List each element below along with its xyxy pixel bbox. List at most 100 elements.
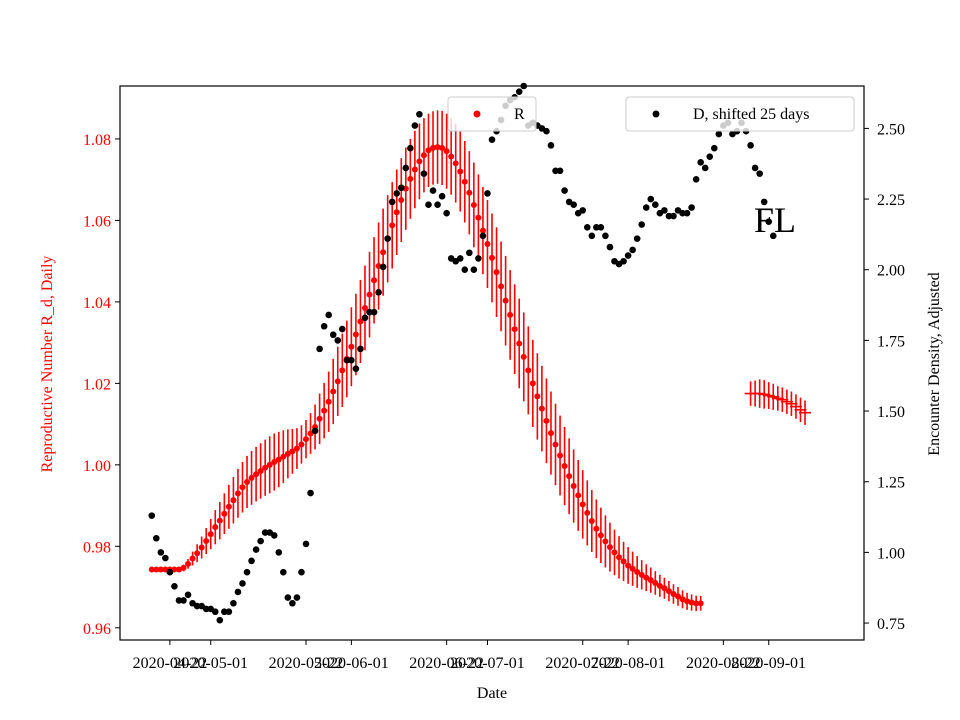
r-series-point (380, 249, 387, 256)
y-left-tick-label: 1.08 (83, 132, 111, 149)
d-series-point (470, 266, 478, 274)
r-series-point (511, 326, 518, 333)
r-series-point (357, 318, 364, 325)
r-series-point (566, 473, 573, 480)
r-series-point (498, 283, 505, 290)
d-series-point (475, 255, 482, 262)
d-series-point (747, 142, 754, 149)
d-series-point (298, 568, 305, 576)
r-series-point (557, 452, 564, 459)
d-series-point (157, 549, 165, 556)
d-series-point (343, 356, 351, 364)
r-series-point (661, 585, 668, 592)
d-series-point (692, 175, 700, 183)
d-series-point (769, 232, 777, 240)
r-series-point (425, 147, 432, 154)
d-series-point (665, 212, 673, 220)
r-series-point (534, 393, 541, 400)
d-series-point (751, 164, 759, 172)
r-series-point (298, 441, 305, 448)
d-series-point (348, 356, 355, 364)
legend-r-box (447, 96, 537, 132)
d-series-point (629, 246, 636, 254)
r-series-point (207, 531, 214, 538)
r-series-point (225, 503, 232, 510)
r-series-point (325, 398, 332, 405)
d-series-point (638, 221, 646, 228)
d-series-point (184, 591, 192, 599)
d-series-point (679, 209, 686, 217)
r-series-point (198, 544, 205, 551)
r-series-point (602, 538, 609, 545)
d-series-point (434, 201, 441, 209)
d-series-point (556, 167, 564, 175)
d-series-point (701, 164, 709, 172)
legend-d: D, shifted 25 days (625, 96, 855, 132)
d-series-point (515, 88, 523, 95)
x-tick-label: 2020-08-22 (686, 655, 761, 672)
r-series-point (257, 467, 264, 474)
d-series-point (552, 167, 559, 175)
d-series-point (670, 212, 677, 220)
r-series-point (584, 509, 591, 516)
r-series-point (448, 153, 455, 160)
r-series-point (303, 436, 309, 443)
r-series-point (393, 209, 400, 216)
r-series-point (547, 430, 554, 437)
r-series-point (253, 471, 260, 478)
r-series-point (275, 456, 282, 463)
r-series-point (670, 590, 677, 597)
d-series-point (393, 190, 401, 197)
r-series-point (620, 558, 627, 565)
r-series-point (248, 474, 255, 481)
d-series-point (420, 170, 428, 177)
r-series-point (175, 566, 182, 573)
r-series-point (552, 441, 559, 448)
d-series-point (429, 187, 437, 194)
y-right-tick-label: 0.75 (877, 616, 905, 633)
r-series-point (398, 197, 405, 204)
r-series-point (203, 538, 210, 545)
d-series-point (166, 568, 174, 576)
legend-d-label: D, shifted 25 days (693, 106, 809, 123)
d-series-point (280, 568, 287, 576)
r-series-point (239, 484, 246, 491)
legend-d-marker (652, 110, 660, 118)
y-right-tick-label: 2.25 (877, 192, 905, 209)
d-series-point (438, 192, 446, 200)
r-series-point (693, 600, 700, 607)
d-series-point (270, 532, 278, 539)
x-tick-label: 2020-09-01 (731, 655, 806, 672)
d-series-point (261, 529, 269, 536)
d-series-point (633, 235, 641, 242)
r-series-point (180, 564, 187, 571)
d-series-point (760, 198, 768, 206)
y-left-tick-label: 1.02 (83, 376, 111, 393)
r-series-point (266, 461, 273, 468)
x-tick-label: 2020-06-01 (314, 655, 389, 672)
y-left-tick-label: 1.00 (83, 458, 111, 475)
d-series-point (325, 311, 332, 319)
axes (119, 85, 865, 641)
d-series-point (148, 512, 156, 519)
d-series-point (388, 198, 396, 206)
plot-marks (148, 82, 812, 624)
r-series-point (466, 189, 473, 196)
r-series-point (593, 525, 600, 532)
r-series-point (348, 343, 355, 350)
d-series-point (697, 159, 704, 166)
d-series-point (570, 201, 577, 209)
r-series-point (461, 178, 468, 185)
r-series-point (575, 492, 582, 499)
y-right-tick-label: 1.25 (877, 475, 905, 492)
r-series-point (634, 568, 641, 575)
r-series-point (284, 450, 291, 457)
d-series-point (547, 142, 555, 149)
d-series-point (248, 557, 255, 565)
d-series-point (715, 130, 723, 138)
d-series-point (329, 331, 337, 339)
r-series-point (334, 378, 341, 385)
d-series-point (620, 257, 627, 265)
plot-frame (119, 85, 865, 641)
